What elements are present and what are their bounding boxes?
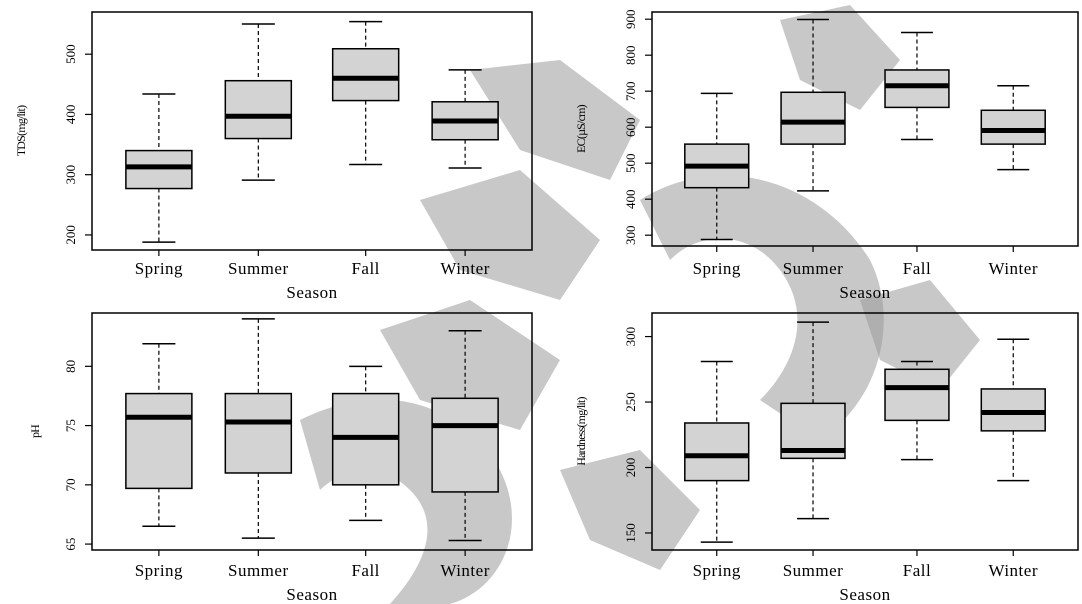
- iqr-box: [684, 422, 750, 482]
- x-tick-label: Winter: [988, 561, 1038, 580]
- y-tick-label: 700: [623, 81, 638, 101]
- iqr-box: [980, 109, 1046, 145]
- y-tick-label: 800: [623, 45, 638, 64]
- y-tick-label: 400: [623, 189, 638, 209]
- box-spring: [125, 93, 193, 243]
- y-tick-label: 250: [623, 392, 638, 412]
- x-tick-label: Summer: [228, 259, 289, 278]
- boxplot-panel-1: 200 300 400 500 TDS(mg/lit) Spring Summer Fall W…: [14, 11, 533, 302]
- box-summer: [224, 318, 293, 539]
- y-axis-label: pH: [28, 424, 42, 438]
- boxplot-panel-4: 150 200 250 300 Hardness(mg/lit) Spring Summer…: [574, 312, 1079, 604]
- x-tick-label: Fall: [351, 561, 379, 580]
- x-tick-label: Winter: [440, 259, 490, 278]
- box-spring: [684, 360, 750, 543]
- y-tick-label: 80: [63, 360, 78, 373]
- box-winter: [980, 338, 1046, 482]
- y-tick-label: 75: [63, 419, 78, 432]
- iqr-box: [884, 368, 950, 422]
- y-axis-label: Hardness(mg/lit): [574, 396, 588, 465]
- y-tick-label: 200: [623, 458, 638, 478]
- box-fall: [331, 365, 400, 522]
- x-tick-label: Fall: [351, 259, 379, 278]
- y-tick-label: 300: [623, 327, 638, 347]
- box-fall: [884, 360, 950, 461]
- iqr-box: [125, 392, 193, 490]
- boxplot-panel-3: 65 70 75 80 pH Spring Summer Fall Winter Season: [28, 312, 533, 604]
- plot-frame: [91, 11, 533, 251]
- y-tick-label: 200: [63, 225, 78, 245]
- y-tick-label: 300: [63, 165, 78, 185]
- x-axis-label: Season: [839, 585, 890, 604]
- x-axis-label: Season: [286, 283, 337, 302]
- x-axis-label: Season: [839, 283, 890, 302]
- x-tick-label: Fall: [903, 259, 931, 278]
- x-tick-label: Spring: [135, 561, 183, 580]
- x-tick-label: Spring: [693, 259, 741, 278]
- iqr-box: [331, 48, 400, 102]
- y-tick-label: 70: [63, 478, 78, 491]
- iqr-box: [431, 397, 499, 493]
- y-tick-label: 600: [623, 117, 638, 137]
- box-fall: [331, 20, 400, 166]
- plot-frame: [651, 312, 1079, 551]
- x-tick-label: Summer: [783, 561, 844, 580]
- iqr-box: [224, 79, 293, 140]
- y-tick-label: 400: [63, 105, 78, 125]
- watermark-logo: [300, 5, 980, 604]
- x-tick-label: Summer: [228, 561, 289, 580]
- x-axis-label: Season: [286, 585, 337, 604]
- y-tick-label: 500: [623, 153, 638, 173]
- box-summer: [224, 23, 293, 181]
- iqr-box: [224, 392, 293, 474]
- iqr-box: [980, 388, 1046, 432]
- x-tick-label: Winter: [440, 561, 490, 580]
- plot-frame: [651, 11, 1079, 247]
- y-tick-label: 500: [63, 44, 78, 64]
- boxplot-panel-2: 300 400 500 600 700 800 900 EC(µS/cm) Spring Summ…: [574, 9, 1079, 302]
- box-summer: [780, 18, 846, 192]
- x-tick-label: Winter: [988, 259, 1038, 278]
- y-tick-label: 65: [63, 538, 78, 551]
- box-spring: [684, 92, 750, 241]
- x-tick-label: Spring: [693, 561, 741, 580]
- box-spring: [125, 343, 193, 528]
- box-winter: [431, 330, 499, 542]
- x-tick-label: Fall: [903, 561, 931, 580]
- y-tick-label: 900: [623, 9, 638, 29]
- y-axis-label: EC(µS/cm): [574, 104, 588, 153]
- plot-frame: [91, 312, 533, 551]
- y-axis-label: TDS(mg/lit): [14, 105, 28, 156]
- y-tick-label: 150: [623, 523, 638, 543]
- iqr-box: [884, 69, 950, 109]
- box-summer: [780, 321, 846, 520]
- iqr-box: [780, 91, 846, 145]
- x-tick-label: Spring: [135, 259, 183, 278]
- x-tick-label: Summer: [783, 259, 844, 278]
- box-fall: [884, 31, 950, 141]
- y-tick-label: 300: [623, 225, 638, 245]
- box-winter: [980, 85, 1046, 171]
- box-winter: [431, 69, 499, 169]
- iqr-box: [125, 149, 193, 190]
